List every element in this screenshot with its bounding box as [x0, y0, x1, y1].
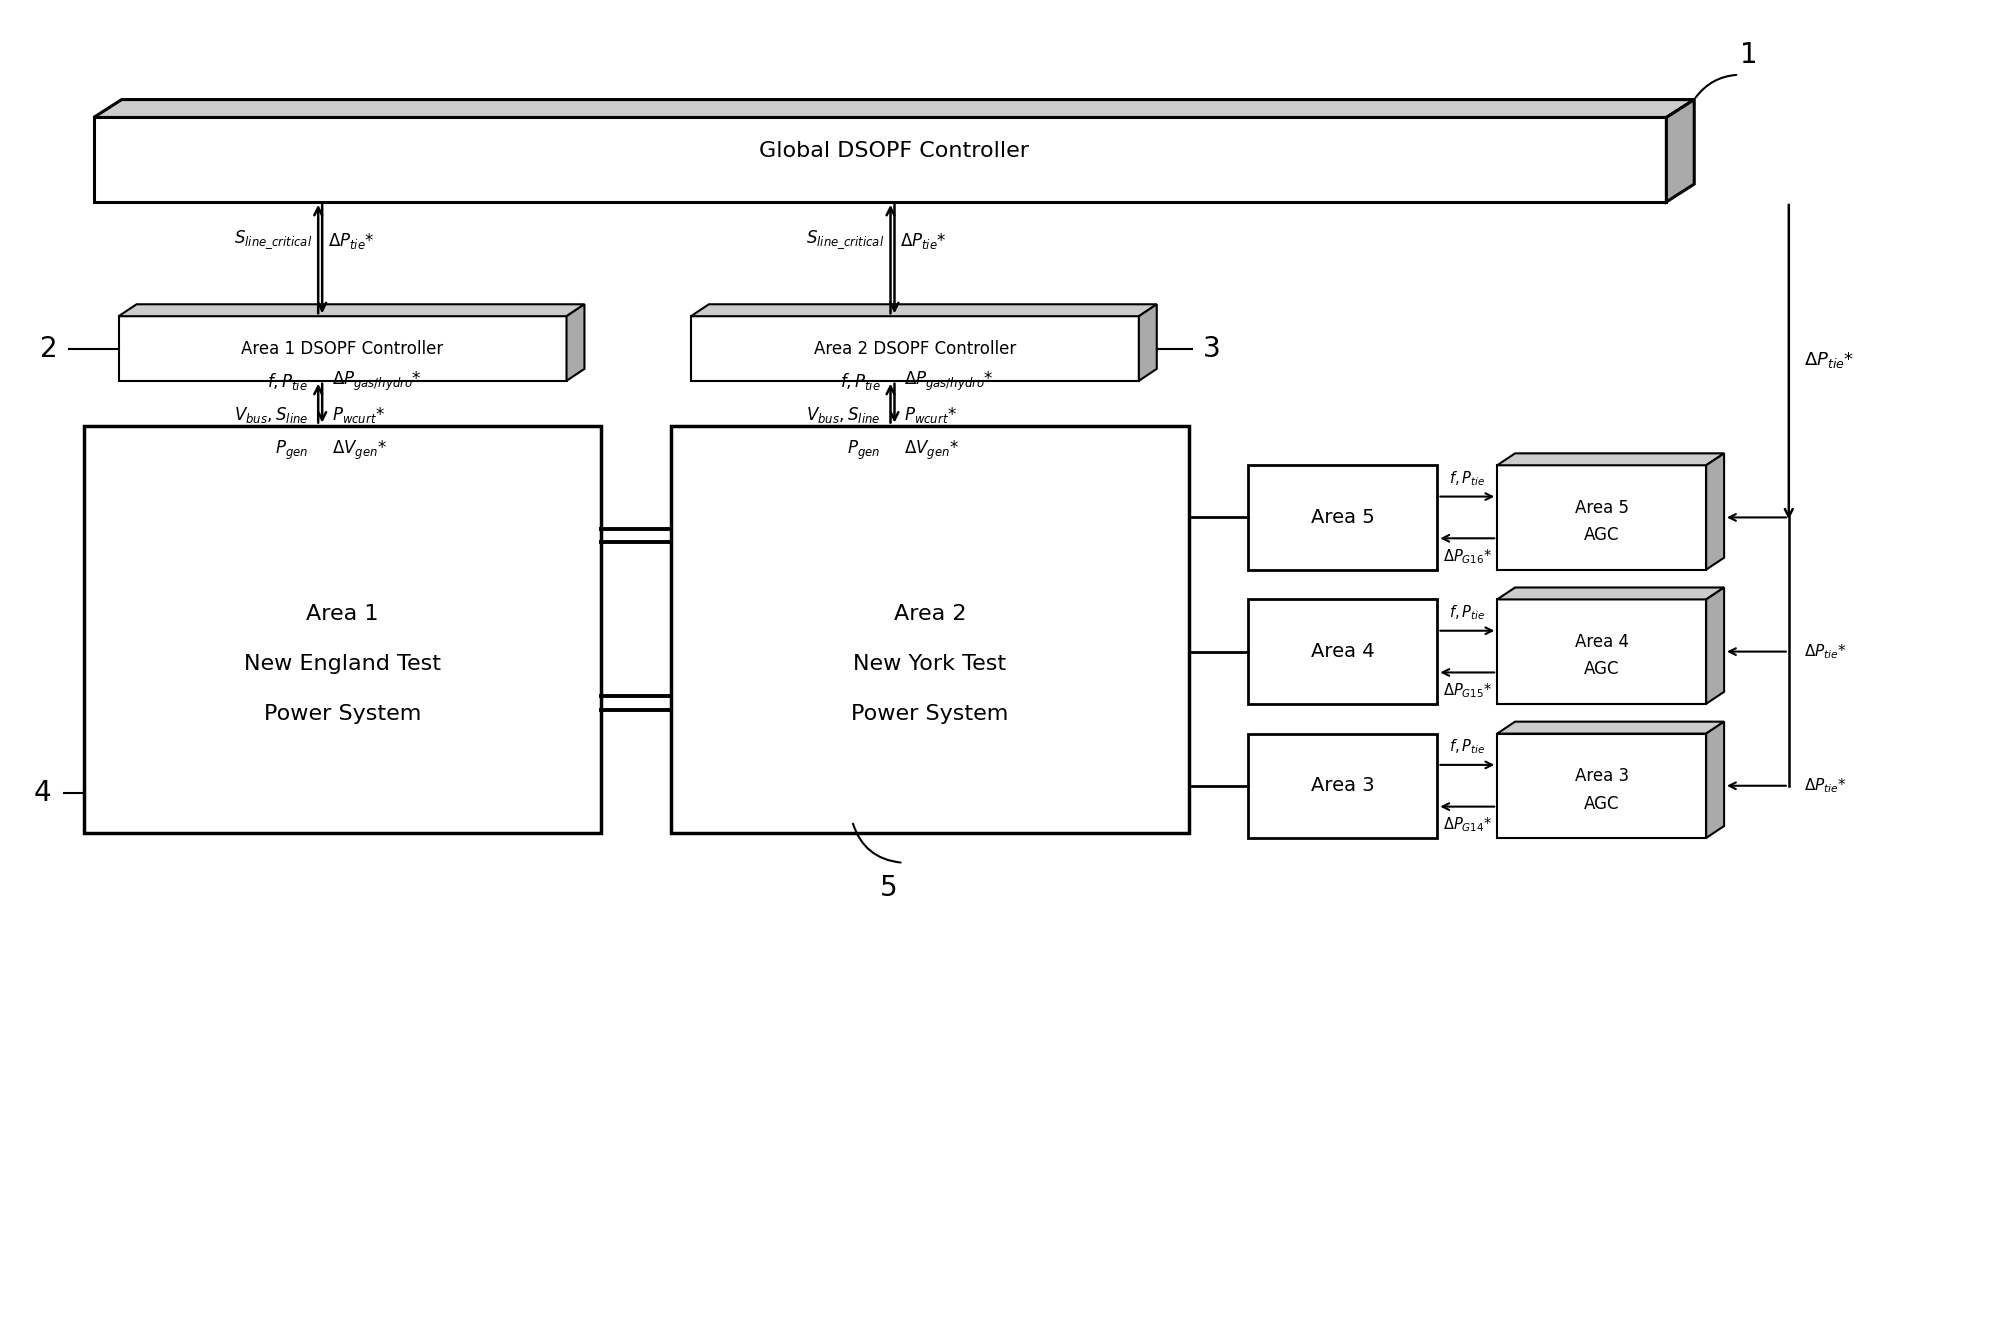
- Bar: [1247, 599, 1437, 704]
- Text: $\Delta P_{tie}$*: $\Delta P_{tie}$*: [1802, 642, 1846, 660]
- Text: $S_{line\_critical}$: $S_{line\_critical}$: [234, 228, 312, 251]
- Text: 4: 4: [34, 779, 50, 807]
- Text: $f, P_{tie}$: $f, P_{tie}$: [1449, 603, 1485, 622]
- Text: 2: 2: [40, 335, 58, 363]
- Text: Area 5: Area 5: [1311, 508, 1375, 527]
- Text: $P_{wcurt}$*: $P_{wcurt}$*: [332, 406, 386, 426]
- Polygon shape: [1139, 304, 1157, 380]
- Bar: [1247, 466, 1437, 570]
- Polygon shape: [1706, 454, 1722, 570]
- Polygon shape: [691, 316, 1139, 380]
- Polygon shape: [1706, 587, 1722, 704]
- Text: $V_{bus}, S_{line}$: $V_{bus}, S_{line}$: [805, 406, 879, 426]
- Text: 5: 5: [879, 874, 897, 902]
- Text: Power System: Power System: [264, 704, 422, 724]
- Text: AGC: AGC: [1582, 660, 1618, 679]
- Text: $\Delta P_{G14}$*: $\Delta P_{G14}$*: [1443, 815, 1491, 834]
- Text: Area 1: Area 1: [306, 604, 380, 624]
- Text: $\Delta P_{tie}$*: $\Delta P_{tie}$*: [1802, 350, 1852, 370]
- Text: 3: 3: [1203, 335, 1219, 363]
- Polygon shape: [1497, 599, 1706, 704]
- Text: Area 4: Area 4: [1311, 642, 1375, 662]
- Text: $S_{line\_critical}$: $S_{line\_critical}$: [805, 228, 883, 251]
- Polygon shape: [118, 304, 583, 316]
- Text: 1: 1: [1740, 41, 1756, 69]
- Text: Area 3: Area 3: [1311, 776, 1375, 795]
- Polygon shape: [1497, 587, 1722, 599]
- Polygon shape: [1497, 454, 1722, 466]
- Polygon shape: [94, 100, 1694, 117]
- Text: Area 2: Area 2: [893, 604, 965, 624]
- Text: AGC: AGC: [1582, 795, 1618, 812]
- Polygon shape: [94, 117, 1666, 201]
- Text: $P_{wcurt}$*: $P_{wcurt}$*: [903, 406, 957, 426]
- Text: $f, P_{tie}$: $f, P_{tie}$: [268, 371, 308, 392]
- Bar: [84, 426, 601, 832]
- Text: Area 5: Area 5: [1574, 499, 1628, 516]
- Bar: [1247, 734, 1437, 838]
- Text: $\Delta P_{G15}$*: $\Delta P_{G15}$*: [1443, 682, 1491, 700]
- Polygon shape: [1497, 466, 1706, 570]
- Text: $P_{gen}$: $P_{gen}$: [847, 439, 879, 463]
- Polygon shape: [1497, 734, 1706, 838]
- Text: $\Delta P_{tie}$*: $\Delta P_{tie}$*: [1802, 776, 1846, 795]
- Text: $\Delta P_{tie}$*: $\Delta P_{tie}$*: [899, 231, 947, 251]
- Text: Global DSOPF Controller: Global DSOPF Controller: [759, 141, 1029, 160]
- Text: $\Delta P_{gas/hydro}$*: $\Delta P_{gas/hydro}$*: [903, 370, 993, 394]
- Text: AGC: AGC: [1582, 527, 1618, 544]
- Text: $\Delta P_{tie}$*: $\Delta P_{tie}$*: [328, 231, 376, 251]
- Text: $V_{bus}, S_{line}$: $V_{bus}, S_{line}$: [234, 406, 308, 426]
- Text: $\Delta V_{gen}$*: $\Delta V_{gen}$*: [903, 439, 959, 463]
- Text: $\Delta V_{gen}$*: $\Delta V_{gen}$*: [332, 439, 388, 463]
- Text: Area 4: Area 4: [1574, 632, 1628, 651]
- Text: $P_{gen}$: $P_{gen}$: [276, 439, 308, 463]
- Text: $\Delta P_{gas/hydro}$*: $\Delta P_{gas/hydro}$*: [332, 370, 422, 394]
- Text: Area 1 DSOPF Controller: Area 1 DSOPF Controller: [242, 339, 444, 358]
- Text: New England Test: New England Test: [244, 654, 442, 674]
- Text: $f, P_{tie}$: $f, P_{tie}$: [839, 371, 879, 392]
- Polygon shape: [1706, 722, 1722, 838]
- Polygon shape: [1666, 100, 1694, 201]
- Text: Area 3: Area 3: [1574, 767, 1628, 784]
- Polygon shape: [565, 304, 583, 380]
- Text: New York Test: New York Test: [853, 654, 1005, 674]
- Bar: [671, 426, 1189, 832]
- Polygon shape: [1497, 722, 1722, 734]
- Text: $\Delta P_{G16}$*: $\Delta P_{G16}$*: [1443, 547, 1491, 566]
- Polygon shape: [118, 316, 565, 380]
- Text: $f, P_{tie}$: $f, P_{tie}$: [1449, 470, 1485, 488]
- Polygon shape: [691, 304, 1157, 316]
- Text: Area 2 DSOPF Controller: Area 2 DSOPF Controller: [813, 339, 1015, 358]
- Text: Power System: Power System: [851, 704, 1009, 724]
- Text: $f, P_{tie}$: $f, P_{tie}$: [1449, 738, 1485, 756]
